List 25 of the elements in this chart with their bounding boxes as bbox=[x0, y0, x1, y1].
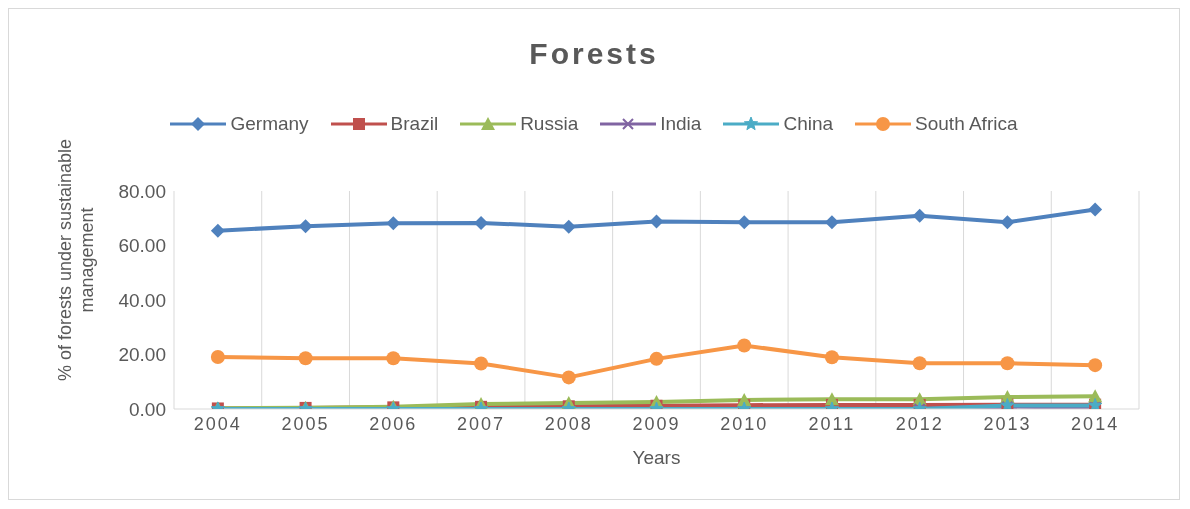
chart-title: Forests bbox=[528, 37, 660, 71]
y-tick-label: 80.00 bbox=[118, 180, 166, 202]
x-tick-label: 2009 bbox=[632, 413, 681, 434]
y-tick-label: 60.00 bbox=[118, 235, 166, 257]
x-tick-label: 2006 bbox=[369, 413, 418, 434]
y-tick-label: 40.00 bbox=[118, 289, 166, 311]
x-tick-label: 2010 bbox=[720, 413, 769, 434]
x-tick-label: 2004 bbox=[193, 413, 242, 434]
x-axis-title: Years bbox=[632, 447, 681, 468]
legend-label: Russia bbox=[519, 113, 579, 135]
x-tick-label: 2005 bbox=[281, 413, 330, 434]
legend-label: Brazil bbox=[389, 113, 439, 135]
x-tick-label: 2012 bbox=[895, 413, 944, 434]
x-tick-label: 2011 bbox=[808, 413, 856, 434]
y-axis-title: % of forests under sustainable management bbox=[55, 138, 97, 382]
x-tick-label: 2013 bbox=[983, 413, 1032, 434]
legend-label: India bbox=[659, 113, 702, 135]
y-tick-label: 20.00 bbox=[118, 344, 166, 366]
x-tick-label: 2007 bbox=[457, 413, 506, 434]
x-tick-label: 2014 bbox=[1071, 413, 1120, 434]
legend-label: China bbox=[782, 113, 834, 135]
x-tick-label: 2008 bbox=[544, 413, 593, 434]
y-tick-label: 0.00 bbox=[129, 398, 166, 420]
legend-label: Germany bbox=[229, 113, 309, 135]
legend-label: South Africa bbox=[914, 113, 1018, 135]
